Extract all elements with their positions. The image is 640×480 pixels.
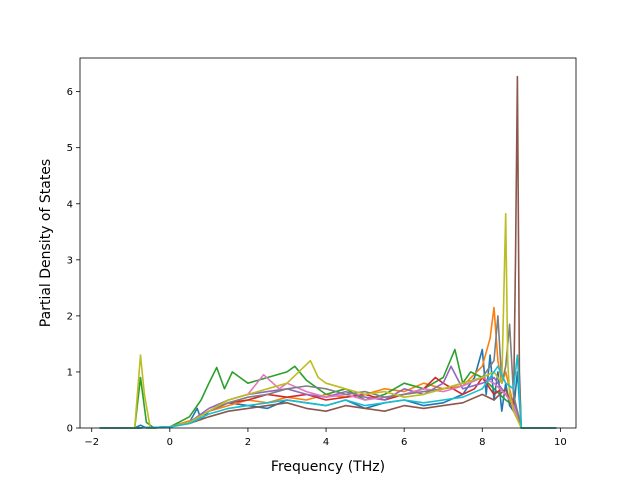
y-tick-label: 4 bbox=[67, 199, 73, 210]
x-tick-label: 6 bbox=[401, 437, 407, 448]
x-axis-label: Frequency (THz) bbox=[271, 459, 385, 475]
y-tick-label: 6 bbox=[67, 87, 73, 98]
y-tick-label: 3 bbox=[67, 255, 73, 266]
x-tick-label: 4 bbox=[323, 437, 329, 448]
y-tick-label: 2 bbox=[67, 311, 73, 322]
y-axis-label: Partial Density of States bbox=[38, 159, 54, 327]
series-line-3 bbox=[99, 348, 557, 429]
series-line-5 bbox=[99, 365, 557, 429]
y-tick-label: 0 bbox=[67, 424, 73, 435]
x-tick-label: 10 bbox=[554, 437, 567, 448]
series-line-2 bbox=[99, 306, 557, 429]
y-axis-ticks: 0 1 2 3 4 5 6 bbox=[67, 87, 80, 435]
y-tick-label: 5 bbox=[67, 143, 73, 154]
series-line-6 bbox=[99, 75, 557, 429]
x-tick-label: 8 bbox=[479, 437, 485, 448]
plot-area bbox=[99, 75, 557, 429]
x-tick-label: −2 bbox=[84, 437, 99, 448]
series-line-10 bbox=[99, 354, 557, 429]
x-axis-ticks: −2 0 2 4 6 8 10 bbox=[84, 428, 567, 448]
y-tick-label: 1 bbox=[67, 367, 73, 378]
axes-frame bbox=[79, 57, 577, 429]
x-tick-label: 0 bbox=[167, 437, 173, 448]
series-line-8 bbox=[99, 315, 557, 429]
x-tick-label: 2 bbox=[245, 437, 251, 448]
